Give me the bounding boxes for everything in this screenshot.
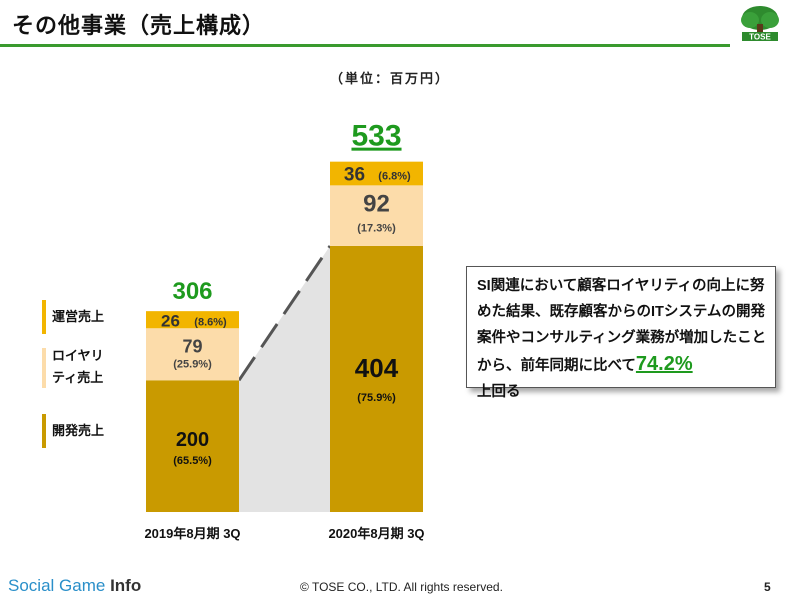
logo-text: TOSE — [749, 33, 771, 42]
legend-swatch-operation — [42, 300, 46, 334]
bar-operation-2 — [330, 161, 423, 186]
legend-swatch-royalty — [42, 348, 46, 388]
share-label-royalty-2: (17.3%) — [357, 223, 396, 235]
legend-label-development: 開発売上 — [52, 423, 105, 438]
callout-tail: 上回る — [477, 384, 521, 400]
value-label-royalty-2: 92 — [363, 191, 390, 218]
bar-development-2 — [330, 245, 423, 512]
callout-text: SI関連において顧客ロイヤリティの向上に努めた結果、既存顧客からのITシステムの… — [477, 273, 773, 405]
legend-swatch-development — [42, 414, 46, 448]
value-label-operation-2: 36 — [344, 165, 365, 186]
total-label-2: 533 — [351, 120, 401, 153]
share-label-operation-1: (8.6%) — [194, 317, 227, 329]
callout-body: SI関連において顧客ロイヤリティの向上に努めた結果、既存顧客からのITシステムの… — [477, 278, 767, 374]
share-label-royalty-1: (25.9%) — [173, 358, 212, 370]
connector-dashed-line — [237, 245, 332, 382]
footer-brand: Social Game Info — [8, 576, 141, 596]
bar-royalty-1 — [146, 328, 239, 381]
share-label-development-2: (75.9%) — [357, 392, 396, 404]
value-label-development-1: 200 — [176, 429, 209, 451]
bar-royalty-2 — [330, 185, 423, 246]
category-label-1: 2019年8月期 3Q — [144, 526, 240, 541]
footer-copyright: © TOSE CO., LTD. All rights reserved. — [300, 580, 503, 594]
total-label-1: 306 — [172, 278, 212, 305]
tose-logo: TOSE — [738, 4, 782, 46]
legend-label-royalty-line2: ティ売上 — [52, 370, 104, 385]
category-label-2: 2020年8月期 3Q — [328, 526, 424, 541]
callout-highlight: 74.2% — [635, 353, 693, 375]
connector-area — [239, 245, 330, 512]
share-label-development-1: (65.5%) — [173, 455, 212, 467]
value-label-development-2: 404 — [355, 353, 399, 383]
share-label-operation-2: (6.8%) — [378, 171, 411, 183]
value-label-operation-1: 26 — [161, 312, 180, 331]
callout-box: SI関連において顧客ロイヤリティの向上に努めた結果、既存顧客からのITシステムの… — [466, 266, 776, 400]
footer-brand-main: Social Game — [8, 576, 106, 595]
value-label-royalty-1: 79 — [182, 336, 202, 356]
bar-operation-1 — [146, 311, 239, 329]
legend-label-royalty-line1: ロイヤリ — [52, 348, 104, 363]
title-divider — [0, 44, 730, 47]
page-number: 5 — [764, 580, 771, 594]
page-title: その他事業（売上構成） — [12, 13, 266, 38]
unit-label: （単位：百万円） — [330, 71, 451, 86]
bar-development-1 — [146, 380, 239, 512]
legend-label-operation: 運営売上 — [52, 309, 105, 324]
footer-brand-bold: Info — [110, 576, 142, 595]
